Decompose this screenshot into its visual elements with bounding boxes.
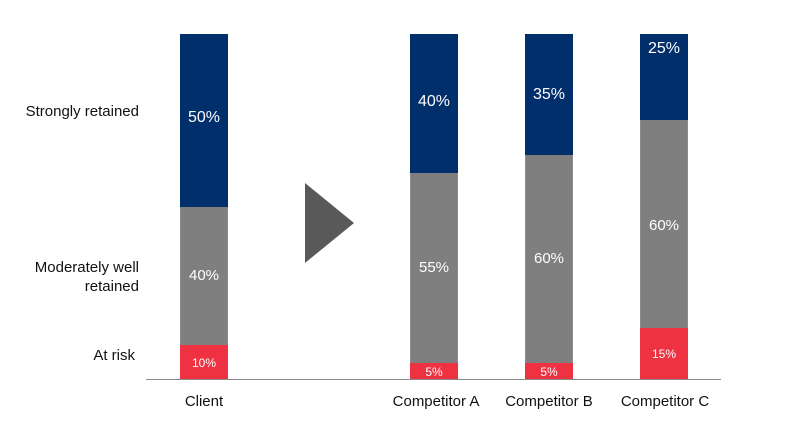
legend-moderately-well-retained: Moderately well retained [0,258,139,296]
legend-strongly-retained: Strongly retained [25,103,139,120]
legend-at-risk: At risk [93,347,135,364]
segment-moderately-retained: 40% [180,207,228,345]
legend-moderate-line1: Moderately well [34,259,139,276]
segment-at-risk: 10% [180,345,228,380]
bar-competitor-c: 25% 60% 15% [640,34,688,380]
segment-moderately-retained: 60% [525,155,573,363]
segment-strongly-retained: 50% [180,34,228,207]
x-axis-line [146,379,721,380]
segment-strongly-retained: 40% [410,34,458,173]
category-label-competitor-c: Competitor C [620,393,710,410]
bar-competitor-a: 40% 55% 5% [410,34,458,380]
arrow-right-icon [305,183,354,263]
category-label-competitor-a: Competitor A [392,393,480,410]
segment-at-risk: 5% [525,363,573,380]
legend-moderate-line2: retained [84,278,139,295]
segment-moderately-retained: 55% [410,173,458,363]
bar-client: 50% 40% 10% [180,34,228,380]
segment-strongly-retained: 35% [525,34,573,155]
category-label-client: Client [184,393,224,410]
category-label-competitor-b: Competitor B [505,393,593,410]
segment-moderately-retained: 60% [640,120,688,328]
segment-at-risk: 15% [640,328,688,380]
segment-strongly-retained: 25% [640,34,688,120]
bar-competitor-b: 35% 60% 5% [525,34,573,380]
segment-at-risk: 5% [410,363,458,380]
